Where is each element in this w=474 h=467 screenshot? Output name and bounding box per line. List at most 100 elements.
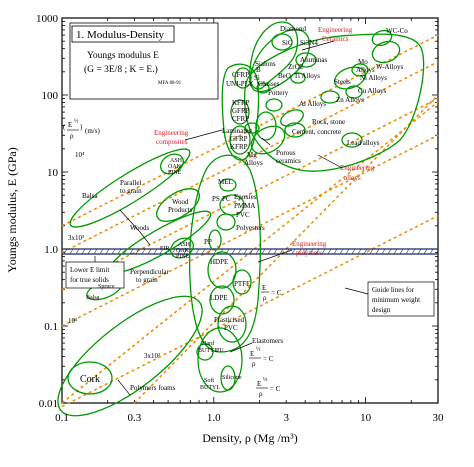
label-uni-ply: UNI-PLY (226, 80, 253, 88)
silicone-bubble (220, 365, 236, 391)
lower-limit-hatch (63, 248, 434, 255)
zn-bubble (320, 90, 340, 104)
label-kfrp2: KFRP (230, 143, 248, 151)
label-aluminas: Aluminas (300, 56, 327, 64)
hatch-mark (177, 248, 182, 255)
x-tick-label: 0.3 (128, 412, 142, 424)
material-labels: Diamond SiC Si3N4 WC-Co Engineering Cera… (80, 25, 408, 392)
diamond-bubble (271, 33, 293, 51)
label-b: B (256, 66, 261, 74)
eq2-den: ρ (252, 360, 256, 368)
hatch-mark (429, 248, 434, 255)
cork-bubble (67, 361, 113, 395)
label-pp: PP (204, 238, 212, 246)
y-tick-labels: 0.01 0.1 1.0 10 100 1000 (36, 13, 59, 410)
label-ps: PS (212, 195, 220, 203)
label-pvc: PVC (236, 211, 250, 219)
hatch-mark (153, 248, 158, 255)
label-mg-2: Alloys (244, 159, 263, 167)
lower-limit-label-2: for true solids (70, 276, 109, 284)
kfrp-bubble (230, 99, 250, 125)
y-tick-label: 1000 (36, 13, 59, 25)
hatch-mark (237, 248, 242, 255)
plasticised-bubble (217, 305, 247, 343)
hatch-mark (135, 248, 140, 255)
guide-box-line2: minimum weight (372, 296, 420, 304)
pp-bubble (208, 229, 222, 251)
hatch-mark (243, 248, 248, 255)
guide-box-line3: design (372, 306, 391, 314)
label-wood-prod-1: Wood (172, 198, 189, 206)
hdpe-bubble (207, 251, 237, 289)
cfrp-bubble (234, 67, 252, 89)
label-parallel-1: Parallel (120, 179, 141, 187)
const-3x103: 3x10³ (68, 234, 84, 242)
label-parallel-2: to grain (120, 187, 142, 195)
ti-bubble (290, 72, 306, 84)
eq1-rhs: = C (271, 289, 282, 297)
label-gfrp2: GFRP (230, 135, 248, 143)
label-wood-prod-2: Products (168, 206, 193, 214)
label-spruce: Spruce (98, 284, 115, 290)
hatch-mark (405, 248, 410, 255)
hatch-mark (93, 248, 98, 255)
rock-bubble (280, 109, 304, 127)
label-si: Si (254, 74, 260, 82)
hatch-mark (411, 248, 416, 255)
guide-box-line1: Guide lines for (372, 286, 415, 294)
label-ptfe: PTFE (234, 280, 250, 288)
y-axis-title: Youngs modulus, E (GPa) (5, 147, 19, 272)
x-axis-title: Density, ρ (Mg /m³) (202, 431, 297, 445)
label-cfrp2: CFRP (232, 115, 249, 123)
eq1-den: ρ (263, 294, 267, 302)
unit-close-paren: ) (80, 123, 83, 131)
hatch-mark (303, 248, 308, 255)
hatch-mark (141, 248, 146, 255)
hatch-mark (393, 248, 398, 255)
lower-limit-box: Lower E limit for true solids (65, 256, 125, 289)
unit-open-paren: ( (63, 123, 66, 131)
hatch-mark (279, 248, 284, 255)
y-tick-label: 0.01 (39, 398, 58, 410)
hatch-mark (75, 248, 80, 255)
label-ash-2: ASH (178, 242, 191, 248)
label-cfrp: CFRP (232, 71, 249, 79)
hatch-mark (105, 248, 110, 255)
label-ldpe: LDPE (210, 294, 228, 302)
label-epoxies: Epoxies (234, 193, 257, 201)
velocity-line (61, 134, 439, 327)
porous-bubble (250, 125, 286, 155)
hatch-mark (117, 248, 122, 255)
label-laminates: Laminates (222, 127, 251, 135)
hatch-mark (231, 248, 236, 255)
ldpe-bubble (209, 285, 235, 315)
info-box-line2: (G = 3E/8 ; K = E.) (84, 64, 158, 75)
composites-envelope (221, 63, 260, 161)
label-pine-1: PINE (168, 170, 182, 176)
label-balsa-1: Balsa (82, 192, 98, 200)
label-si3n4: Si3N4 (300, 39, 318, 47)
al-bubble (265, 98, 283, 112)
alumina-bubble (295, 52, 317, 68)
eq3-rhs: = C (270, 385, 281, 393)
woods-ash2-bubble (170, 237, 194, 259)
label-ni-alloys: Ni Alloys (360, 74, 387, 82)
label-oak-1: OAK (168, 164, 182, 170)
label-pmma: PMMA (234, 202, 255, 210)
eq3-den: ρ (259, 390, 263, 398)
guide-box: Guide lines for minimum weight design (344, 281, 435, 317)
hatch-mark (369, 248, 374, 255)
hatch-mark (417, 248, 422, 255)
label-pottery: Pottery (268, 89, 289, 97)
ni-bubble (351, 63, 369, 77)
hatch-mark (291, 248, 296, 255)
label-cu-alloys: Cu Alloys (358, 87, 386, 95)
y-tick-label: 100 (42, 90, 59, 102)
laminates-bubble (229, 125, 251, 155)
label-al-alloys: Al Alloys (299, 100, 326, 108)
lead-bubble (341, 132, 363, 148)
guide-eq-2: E ½ ρ = C (249, 346, 274, 368)
hatch-mark (195, 248, 200, 255)
label-w-alloys: W-Alloys (376, 63, 403, 71)
info-box-line1: Youngs modulus E (87, 51, 159, 61)
